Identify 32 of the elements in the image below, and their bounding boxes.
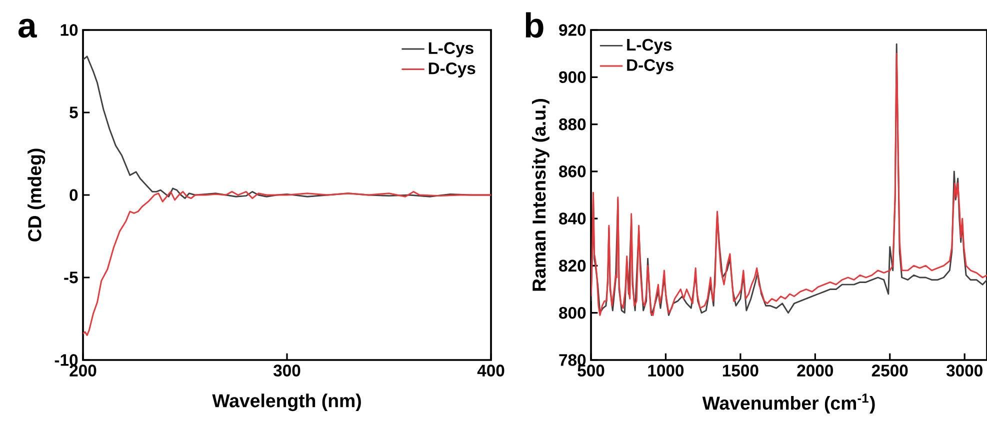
y-tick-label: 900 (559, 71, 586, 84)
y-tick-label: 5 (70, 106, 78, 118)
x-axis-title: Wavelength (nm) (212, 394, 361, 412)
x-tick-label: 300 (273, 364, 300, 377)
y-tick-label: 860 (559, 166, 586, 178)
y-axis-title: Raman Intensity (a.u.) (532, 98, 550, 291)
y-tick-label: 820 (559, 260, 586, 272)
text: b (526, 12, 544, 38)
x-tick-label: 3000 (946, 364, 982, 377)
x-tick-label: 2000 (797, 364, 833, 376)
x-axis-title: Wavenumber (cm$^{-1}$) (702, 394, 875, 414)
y-tick-label: -10 (54, 354, 78, 366)
x-tick-label: 2500 (872, 364, 908, 376)
y-tick-label: 880 (559, 118, 586, 130)
y-tick-label: 840 (559, 212, 586, 224)
legend-label: D-Cys (627, 59, 674, 74)
x-tick-label: 400 (477, 364, 504, 376)
y-tick-label: 10 (60, 24, 78, 36)
x-tick-label: 1500 (722, 364, 758, 376)
y-tick-label: 920 (559, 24, 586, 36)
x-tick-label: 500 (578, 364, 604, 376)
legend-label: L-Cys (627, 38, 672, 54)
legend-label: D-Cys (428, 62, 476, 78)
y-tick-label: -5 (64, 272, 78, 284)
x-tick-label: 200 (70, 364, 96, 376)
y-tick-label: 780 (559, 354, 586, 366)
y-tick-label: 800 (559, 306, 586, 319)
legend-label: L-Cys (428, 42, 474, 58)
y-axis-title: CD (mdeg) (28, 148, 46, 242)
text: a (18, 18, 37, 38)
y-tick-label: 0 (70, 189, 78, 201)
x-tick-label: 1000 (648, 364, 684, 376)
